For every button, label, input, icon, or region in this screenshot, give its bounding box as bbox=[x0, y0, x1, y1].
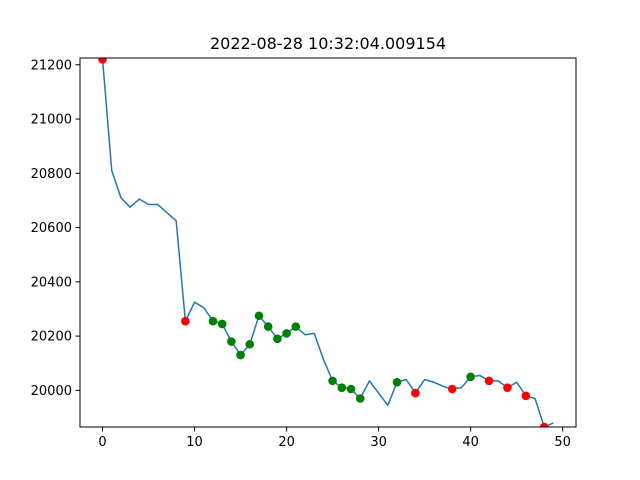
red-marker bbox=[411, 388, 420, 398]
green-marker bbox=[254, 311, 264, 321]
y-tick-label: 20400 bbox=[31, 275, 72, 290]
red-marker bbox=[484, 376, 494, 386]
green-marker bbox=[355, 394, 365, 403]
green-marker bbox=[273, 334, 282, 344]
plot-area bbox=[98, 58, 554, 427]
y-tick-label: 21200 bbox=[31, 58, 72, 73]
x-tick-label: 0 bbox=[98, 435, 106, 450]
green-marker bbox=[236, 350, 245, 360]
x-tick-label: 20 bbox=[278, 435, 295, 450]
red-marker bbox=[539, 422, 549, 427]
green-marker bbox=[346, 384, 356, 394]
series-line bbox=[101, 59, 554, 427]
green-marker bbox=[282, 329, 291, 338]
green-marker bbox=[466, 372, 475, 382]
y-tick-label: 21000 bbox=[31, 113, 72, 128]
green-marker bbox=[392, 377, 402, 387]
y-tick-label: 20000 bbox=[31, 384, 72, 399]
chart-title: 2022-08-28 10:32:04.009154 bbox=[210, 34, 446, 53]
green-marker bbox=[227, 337, 236, 346]
green-marker bbox=[245, 339, 255, 349]
y-tick-label: 20800 bbox=[31, 167, 72, 182]
green-marker bbox=[217, 319, 227, 329]
x-tick-label: 10 bbox=[186, 435, 203, 450]
green-marker bbox=[337, 383, 347, 392]
y-tick-label: 20200 bbox=[31, 330, 72, 345]
red-marker bbox=[503, 383, 512, 392]
y-tick-label: 20600 bbox=[31, 221, 72, 236]
red-marker bbox=[98, 58, 107, 64]
green-marker bbox=[208, 316, 218, 326]
red-marker bbox=[521, 391, 531, 401]
x-tick-label: 30 bbox=[370, 435, 387, 450]
green-marker bbox=[291, 322, 301, 331]
x-tick-label: 40 bbox=[462, 435, 479, 450]
x-tick-label: 50 bbox=[554, 435, 571, 450]
green-marker bbox=[263, 322, 273, 331]
red-marker bbox=[447, 384, 457, 394]
plot-content bbox=[98, 58, 554, 427]
axes-frame bbox=[79, 57, 577, 428]
red-marker bbox=[181, 316, 190, 326]
axes-ticks: 0 10 20 30 40 50 20000 20200 20400 20600 20800 2100… bbox=[31, 58, 571, 450]
green-marker bbox=[328, 376, 337, 386]
